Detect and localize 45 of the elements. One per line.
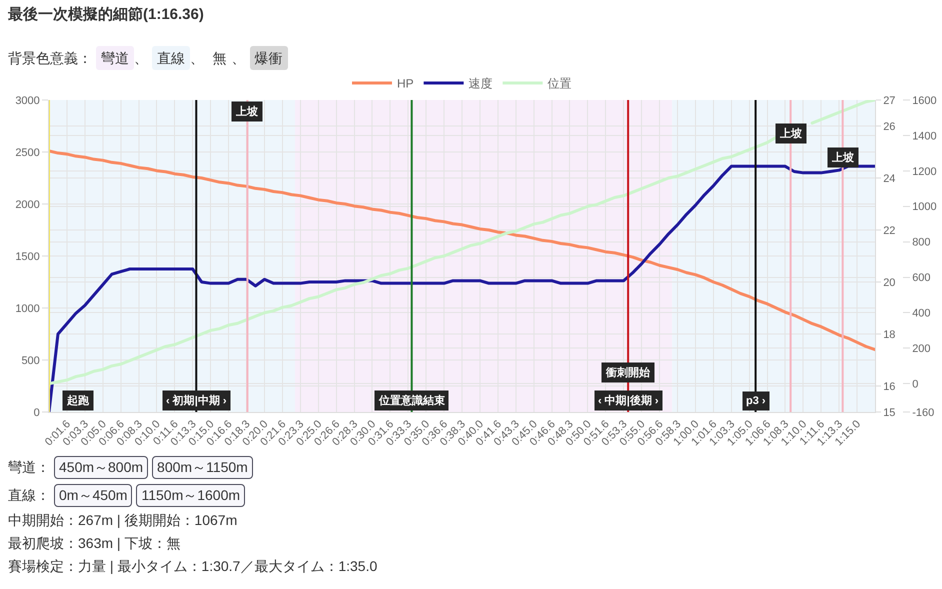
y2-tick-label: 20 — [883, 276, 896, 289]
annotation: 上坡 — [831, 151, 855, 164]
y2-tick-label: 22 — [883, 224, 896, 237]
y-tick-label: 2000 — [15, 198, 40, 211]
y-tick-label: 3000 — [15, 94, 40, 107]
y3-tick-label: 1600 — [912, 94, 937, 107]
y3-tick-label: -160 — [912, 406, 934, 419]
y2-tick-label: 18 — [883, 328, 896, 341]
y3-tick-label: 400 — [912, 308, 931, 320]
annotation: p3 › — [746, 395, 766, 407]
y3-tick-label: 1400 — [912, 130, 937, 142]
y2-tick-label: 15 — [883, 406, 896, 419]
y-tick-label: 0 — [34, 406, 40, 419]
annotation: 衝刺開始 — [605, 366, 651, 379]
text: 賽場検定：力量 | 最小タイム：1:30.7／最大タイム：1:35.0 — [8, 557, 378, 576]
annotation: 上坡 — [779, 127, 803, 140]
annotation: 上坡 — [235, 105, 259, 118]
y-tick-label: 2500 — [15, 146, 40, 159]
y-tick-label: 1000 — [15, 302, 40, 315]
y3-tick-label: 800 — [912, 236, 931, 249]
chart-subtitle: 背景色意義： 彎道、 直線、 無、 爆衝 — [8, 49, 284, 68]
y-tick-label: 500 — [21, 354, 40, 367]
y3-tick-label: 1000 — [912, 201, 937, 214]
text: 彎道： 450m～800m 800m～1150m — [8, 458, 249, 477]
annotation: 起跑 — [66, 394, 90, 407]
text: 最初爬坡：363m | 下坡：無 — [8, 534, 182, 553]
annotation: ‹ 中期|後期 › — [598, 394, 659, 407]
text: 直線： 0m～450m 1150m～1600m — [8, 486, 242, 505]
y3-tick-label: 1200 — [912, 166, 937, 178]
line-series — [49, 149, 875, 352]
y2-tick-label: 27 — [883, 94, 896, 107]
y3-tick-label: 200 — [912, 343, 931, 356]
y3-tick-label: 0 — [912, 378, 918, 390]
y2-tick-label: 26 — [883, 120, 896, 133]
y-tick-label: 1500 — [15, 250, 40, 263]
legend-label: HP — [397, 76, 414, 91]
annotation: ‹ 初期|中期 › — [166, 394, 227, 407]
y3-tick-label: 600 — [912, 272, 931, 284]
legend-label: 速度 — [468, 76, 493, 91]
y2-tick-label: 16 — [883, 380, 896, 393]
chart-title: 最後一次模擬的細節(1:16.36) — [8, 5, 204, 24]
y2-tick-label: 24 — [883, 172, 896, 185]
legend-label: 位置 — [548, 76, 572, 91]
text: 中期開始：267m | 後期開始：1067m — [8, 511, 238, 530]
annotation: 位置意識結束 — [378, 394, 445, 407]
